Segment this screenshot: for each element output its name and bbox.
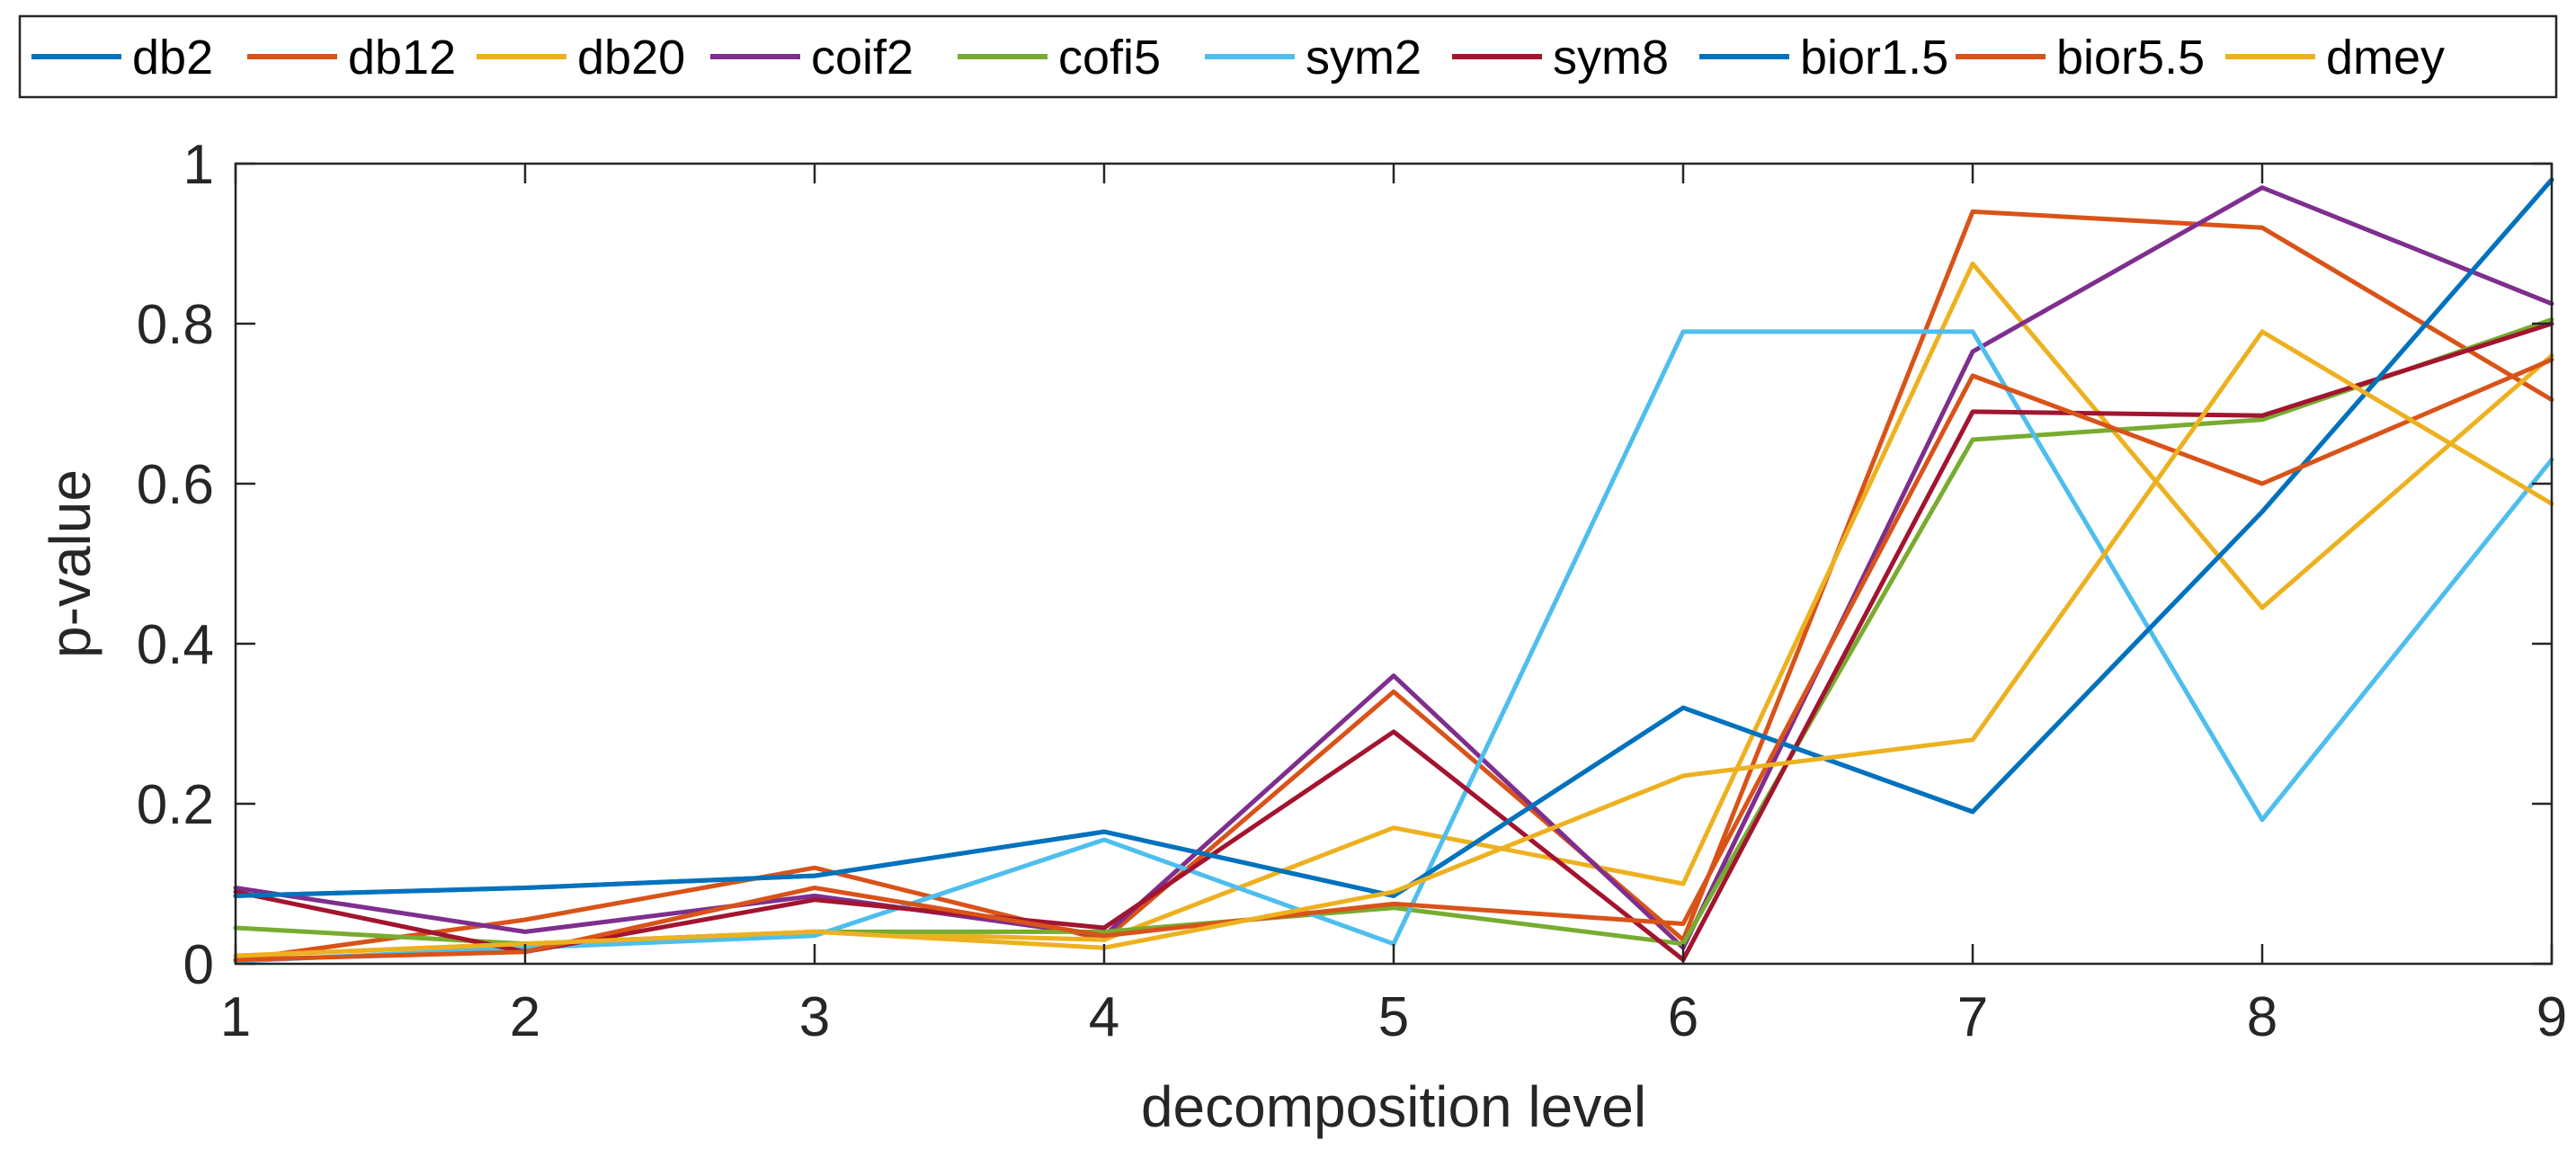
legend-label-dmey: dmey <box>2326 31 2445 85</box>
y-tick-label: 0.6 <box>137 454 214 516</box>
series-line-sym8 <box>233 321 2554 962</box>
y-tick-label: 0 <box>183 934 214 996</box>
x-axis-label: decomposition level <box>1141 1074 1646 1139</box>
x-tick-label: 2 <box>510 986 540 1048</box>
y-tick-label: 1 <box>183 134 214 196</box>
series-line-sym2 <box>233 329 2554 964</box>
series-line-dmey <box>233 329 2554 958</box>
legend-label-db2: db2 <box>132 31 213 85</box>
plot-background <box>236 164 2552 964</box>
series-line-bior1.5 <box>233 177 2554 898</box>
legend-label-cofi5: cofi5 <box>1058 31 1161 85</box>
legend-label-coif2: coif2 <box>811 31 914 85</box>
y-axis-label: p-value <box>38 469 103 658</box>
x-tick-label: 5 <box>1378 986 1409 1048</box>
plot-area <box>233 164 2554 964</box>
series-line-db12 <box>233 209 2554 962</box>
x-tick-label: 4 <box>1089 986 1119 1048</box>
legend-label-sym2: sym2 <box>1306 31 1422 85</box>
x-tick-label: 6 <box>1668 986 1698 1048</box>
x-tick-label: 8 <box>2247 986 2277 1048</box>
legend-label-sym8: sym8 <box>1553 31 1669 85</box>
series-line-bior5.5 <box>233 357 2554 962</box>
x-tick-label: 1 <box>220 986 251 1048</box>
x-tick-label: 9 <box>2536 986 2567 1048</box>
x-tick-label: 7 <box>1957 986 1988 1048</box>
legend-label-bior5.5: bior5.5 <box>2056 31 2205 85</box>
legend-label-db12: db12 <box>348 31 456 85</box>
legend: db2 db12 db20 coif2 cofi5 sym2 sym8 bior1.5 bior… <box>18 14 2558 99</box>
axes: 1 2 3 4 5 6 7 8 9 0 0.2 0.4 0.6 0.8 1 <box>137 134 2567 1048</box>
y-tick-label: 0.4 <box>137 614 214 676</box>
y-tick-label: 0.8 <box>137 294 214 356</box>
series-line-coif2 <box>233 185 2554 950</box>
x-tick-label: 3 <box>799 986 830 1048</box>
y-tick-label: 0.2 <box>137 774 214 836</box>
legend-label-bior1.5: bior1.5 <box>1800 31 1948 85</box>
legend-label-db20: db20 <box>577 31 685 85</box>
